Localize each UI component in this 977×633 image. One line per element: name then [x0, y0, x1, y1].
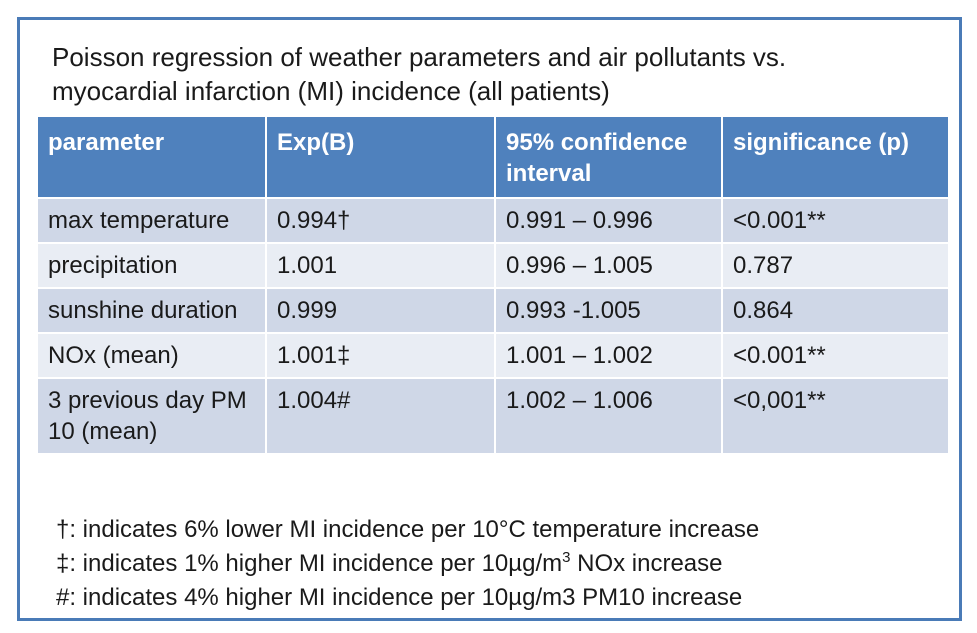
- header-row: parameter Exp(B) 95% confidence interval…: [36, 115, 950, 199]
- table-row: 3 previous day PM 10 (mean) 1.004# 1.002…: [36, 377, 950, 455]
- cell-ci: 0.993 -1.005: [494, 287, 723, 334]
- cell-expb: 1.001: [265, 242, 496, 289]
- slide-frame: Poisson regression of weather parameters…: [17, 17, 962, 621]
- slide-title: Poisson regression of weather parameters…: [52, 40, 932, 108]
- title-line-1: Poisson regression of weather parameters…: [52, 42, 787, 72]
- table-row: max temperature 0.994† 0.991 – 0.996 <0.…: [36, 197, 950, 244]
- title-line-2: myocardial infarction (MI) incidence (al…: [52, 76, 610, 106]
- cell-p: 0.787: [721, 242, 950, 289]
- footnote-double-dagger: ‡: indicates 1% higher MI incidence per …: [56, 547, 759, 581]
- cell-expb: 1.001‡: [265, 332, 496, 379]
- cell-p: <0.001**: [721, 197, 950, 244]
- cell-parameter: sunshine duration: [36, 287, 267, 334]
- table-row: NOx (mean) 1.001‡ 1.001 – 1.002 <0.001**: [36, 332, 950, 379]
- footnotes: †: indicates 6% lower MI incidence per 1…: [56, 513, 759, 615]
- table-row: sunshine duration 0.999 0.993 -1.005 0.8…: [36, 287, 950, 334]
- table-row: precipitation 1.001 0.996 – 1.005 0.787: [36, 242, 950, 289]
- superscript-3: 3: [562, 549, 571, 566]
- cell-ci: 1.001 – 1.002: [494, 332, 723, 379]
- cell-expb: 1.004#: [265, 377, 496, 455]
- cell-parameter: NOx (mean): [36, 332, 267, 379]
- footnote-dagger: †: indicates 6% lower MI incidence per 1…: [56, 516, 760, 543]
- cell-ci: 0.991 – 0.996: [494, 197, 723, 244]
- cell-expb: 0.994†: [265, 197, 496, 244]
- regression-table: parameter Exp(B) 95% confidence interval…: [36, 115, 950, 455]
- header-expb: Exp(B): [265, 115, 496, 199]
- header-confidence-interval: 95% confidence interval: [494, 115, 723, 199]
- cell-ci: 1.002 – 1.006: [494, 377, 723, 455]
- footnote-hash: #: indicates 4% higher MI incidence per …: [56, 584, 743, 611]
- cell-expb: 0.999: [265, 287, 496, 334]
- header-significance: significance (p): [721, 115, 950, 199]
- cell-parameter: precipitation: [36, 242, 267, 289]
- cell-parameter: max temperature: [36, 197, 267, 244]
- footnote-double-dagger-suffix: NOx increase: [570, 550, 723, 577]
- cell-ci: 0.996 – 1.005: [494, 242, 723, 289]
- footnote-double-dagger-text: ‡: indicates 1% higher MI incidence per …: [56, 550, 563, 577]
- cell-parameter: 3 previous day PM 10 (mean): [36, 377, 267, 455]
- header-parameter: parameter: [36, 115, 267, 199]
- cell-p: 0.864: [721, 287, 950, 334]
- cell-p: <0.001**: [721, 332, 950, 379]
- cell-p: <0,001**: [721, 377, 950, 455]
